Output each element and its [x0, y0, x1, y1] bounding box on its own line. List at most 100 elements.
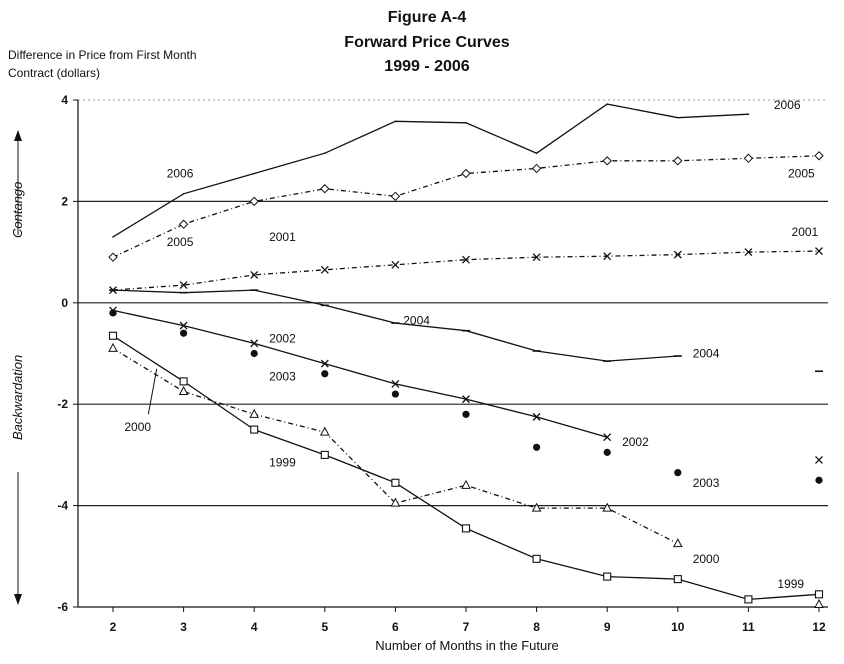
series-2004: [109, 289, 823, 373]
series-label-2003: 2003: [693, 476, 720, 490]
point-2005-7: [461, 168, 471, 179]
series-2000: [108, 342, 824, 608]
x-tick-label: 8: [533, 620, 540, 634]
point-2000-12: [814, 598, 824, 608]
point-2002-3: [179, 321, 188, 330]
chart-title-line-3: 1999 - 2006: [384, 58, 470, 75]
point-2006-2: [112, 236, 114, 238]
point-2003-6: [391, 390, 399, 398]
point-2001-11: [744, 248, 753, 257]
point-2002-6: [391, 379, 400, 388]
backwardation-arrow-head: [14, 594, 22, 605]
point-2000-5: [319, 426, 330, 436]
point-2003-8: [533, 443, 541, 451]
y-tick-label: -2: [57, 397, 68, 411]
point-1999-12: [814, 590, 824, 599]
series-2002: [109, 306, 823, 464]
point-2000-3: [178, 385, 189, 396]
series-label-2004: 2004: [403, 314, 430, 328]
series-label-2006: 2006: [167, 167, 194, 181]
point-2000-8: [531, 502, 542, 512]
point-2006-10: [677, 116, 679, 119]
y-axis-label-line-1: Difference in Price from First Month: [8, 48, 197, 62]
series-label-2003: 2003: [269, 369, 296, 383]
x-tick-label: 2: [110, 620, 117, 634]
point-2006-11: [747, 113, 750, 115]
point-2002-9: [603, 433, 612, 442]
series-line-2005: [112, 155, 820, 258]
y-axis-label-line-2: Contract (dollars): [8, 66, 100, 80]
point-2003-5: [321, 370, 329, 378]
point-2005-9: [602, 156, 612, 166]
point-2006-7: [465, 122, 467, 124]
point-2000-6: [390, 497, 401, 507]
series-label-1999: 1999: [777, 577, 804, 591]
point-1999-11: [744, 595, 753, 604]
series-1999: [108, 331, 824, 604]
series-line-2002: [112, 309, 608, 438]
point-1999-9: [603, 572, 612, 581]
point-2003-12: [815, 476, 823, 484]
series-label-2000: 2000: [124, 420, 151, 434]
x-tick-label: 5: [321, 620, 328, 634]
y-tick-label: 4: [61, 93, 68, 107]
point-2000-10: [672, 538, 683, 548]
series-label-2001: 2001: [269, 230, 296, 244]
series-2001: [109, 247, 823, 295]
grid-layer: [78, 99, 828, 507]
point-2000-2: [108, 342, 118, 352]
series-line-2006: [112, 103, 749, 238]
chart-title-line-2: Forward Price Curves: [344, 34, 510, 51]
point-2001-12: [815, 247, 823, 256]
point-1999-5: [320, 450, 329, 459]
series-line-2004: [112, 289, 678, 362]
point-2002-8: [532, 412, 541, 421]
point-2003-4: [250, 349, 258, 358]
x-tick-label: 10: [671, 620, 685, 634]
contango-arrow-head: [14, 130, 22, 141]
point-2001-7: [462, 255, 470, 264]
point-2003-2: [109, 309, 117, 317]
series-layer: [108, 103, 824, 608]
point-1999-6: [391, 478, 400, 487]
point-2002-12: [815, 456, 823, 464]
labels-layer: 2006 2006 2005 2005 2001 2001 2004 2004 2002 2002…: [124, 98, 818, 591]
point-2000-7: [461, 479, 471, 489]
y-tick-label: 2: [61, 194, 68, 208]
point-2006-9: [606, 103, 608, 105]
point-2006-3: [182, 192, 185, 195]
point-1999-4: [250, 425, 259, 434]
side-annotations: Contango Backwardation: [10, 130, 25, 605]
series-line-2001: [112, 250, 820, 291]
point-2006-5: [324, 152, 326, 155]
point-2005-8: [531, 163, 542, 174]
x-tick-label: 12: [812, 620, 826, 634]
point-2001-10: [673, 250, 682, 259]
point-2005-5: [320, 184, 330, 194]
backwardation-label: Backwardation: [10, 355, 25, 440]
series-label-2004: 2004: [693, 347, 720, 361]
point-2006-4: [253, 172, 255, 175]
series-2005: [108, 151, 824, 262]
x-axis-label: Number of Months in the Future: [375, 638, 559, 653]
point-2001-8: [532, 253, 541, 262]
point-1999-10: [673, 575, 682, 584]
series-label-2006: 2006: [774, 98, 801, 112]
point-2002-4: [250, 339, 259, 348]
y-tick-label: -4: [57, 499, 68, 513]
point-2005-6: [390, 191, 401, 202]
series-2003: [109, 309, 823, 484]
point-1999-3: [179, 377, 188, 386]
point-2000-4: [249, 408, 260, 418]
x-tick-label: 7: [463, 620, 470, 634]
series-label-2005: 2005: [788, 167, 815, 181]
x-tick-label: 4: [251, 620, 258, 634]
series-label-2002: 2002: [622, 435, 649, 449]
series-2006: [112, 103, 750, 238]
series-label-2001: 2001: [792, 225, 819, 239]
series-line-2000: [112, 347, 679, 545]
x-tick-label: 11: [742, 620, 755, 634]
leader-line-2000: [147, 368, 158, 415]
point-2001-3: [179, 281, 188, 290]
